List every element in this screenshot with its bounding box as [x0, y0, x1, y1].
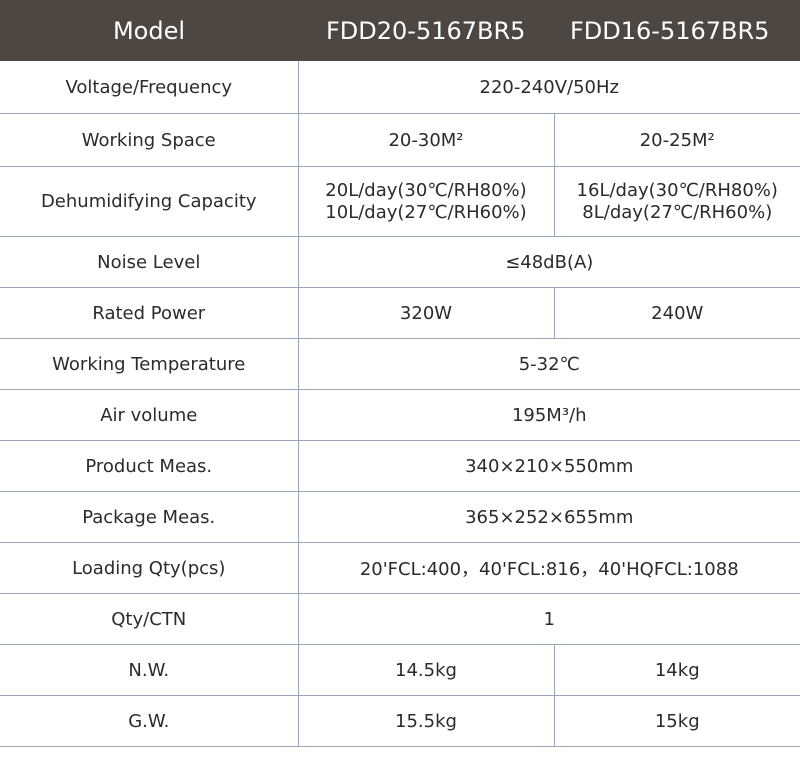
- row-voltage: Voltage/Frequency 220-240V/50Hz: [0, 61, 800, 114]
- capacity-a-line2: 10L/day(27℃/RH60%): [325, 201, 527, 223]
- row-value-b: 16L/day(30℃/RH80%) 8L/day(27℃/RH60%): [554, 166, 800, 237]
- row-working-temperature: Working Temperature 5-32℃: [0, 338, 800, 390]
- row-air-volume: Air volume 195M³/h: [0, 389, 800, 441]
- row-label: Air volume: [0, 389, 299, 441]
- row-working-space: Working Space 20-30M² 20-25M²: [0, 113, 800, 167]
- row-label: N.W.: [0, 644, 299, 696]
- row-label: Voltage/Frequency: [0, 61, 299, 114]
- header-model-a: FDD20-5167BR5: [298, 0, 554, 61]
- row-noise: Noise Level ≤48dB(A): [0, 236, 800, 288]
- row-value: 5-32℃: [298, 338, 800, 390]
- row-capacity: Dehumidifying Capacity 20L/day(30℃/RH80%…: [0, 166, 800, 237]
- row-value-a: 14.5kg: [298, 644, 555, 696]
- row-package-meas: Package Meas. 365×252×655mm: [0, 491, 800, 543]
- row-label: G.W.: [0, 695, 299, 747]
- header-label: Model: [0, 0, 298, 61]
- row-value: ≤48dB(A): [298, 236, 800, 288]
- row-label: Loading Qty(pcs): [0, 542, 299, 594]
- capacity-b-line1: 16L/day(30℃/RH80%): [576, 179, 778, 201]
- header-model-b: FDD16-5167BR5: [554, 0, 800, 61]
- row-value: 1: [298, 593, 800, 645]
- row-value-b: 15kg: [554, 695, 800, 747]
- row-label: Rated Power: [0, 287, 299, 339]
- row-value-b: 20-25M²: [554, 113, 800, 167]
- row-net-weight: N.W. 14.5kg 14kg: [0, 644, 800, 696]
- row-product-meas: Product Meas. 340×210×550mm: [0, 440, 800, 492]
- row-rated-power: Rated Power 320W 240W: [0, 287, 800, 339]
- row-value: 20'FCL:400，40'FCL:816，40'HQFCL:1088: [298, 542, 800, 594]
- row-label: Package Meas.: [0, 491, 299, 543]
- row-value: 340×210×550mm: [298, 440, 800, 492]
- row-value-a: 20L/day(30℃/RH80%) 10L/day(27℃/RH60%): [298, 166, 555, 237]
- row-value-a: 320W: [298, 287, 555, 339]
- table-header: Model FDD20-5167BR5 FDD16-5167BR5: [0, 0, 800, 61]
- capacity-b-line2: 8L/day(27℃/RH60%): [582, 201, 773, 223]
- capacity-a-line1: 20L/day(30℃/RH80%): [325, 179, 527, 201]
- header-row: Model FDD20-5167BR5 FDD16-5167BR5: [0, 0, 800, 61]
- row-label: Product Meas.: [0, 440, 299, 492]
- row-label: Noise Level: [0, 236, 299, 288]
- row-label: Qty/CTN: [0, 593, 299, 645]
- row-value: 365×252×655mm: [298, 491, 800, 543]
- row-label: Dehumidifying Capacity: [0, 166, 299, 237]
- row-qty-ctn: Qty/CTN 1: [0, 593, 800, 645]
- row-value-a: 15.5kg: [298, 695, 555, 747]
- row-gross-weight: G.W. 15.5kg 15kg: [0, 695, 800, 747]
- row-value-b: 240W: [554, 287, 800, 339]
- row-label: Working Space: [0, 113, 299, 167]
- row-value: 220-240V/50Hz: [298, 61, 800, 114]
- row-loading-qty: Loading Qty(pcs) 20'FCL:400，40'FCL:816，4…: [0, 542, 800, 594]
- row-value-a: 20-30M²: [298, 113, 555, 167]
- row-label: Working Temperature: [0, 338, 299, 390]
- row-value: 195M³/h: [298, 389, 800, 441]
- row-value-b: 14kg: [554, 644, 800, 696]
